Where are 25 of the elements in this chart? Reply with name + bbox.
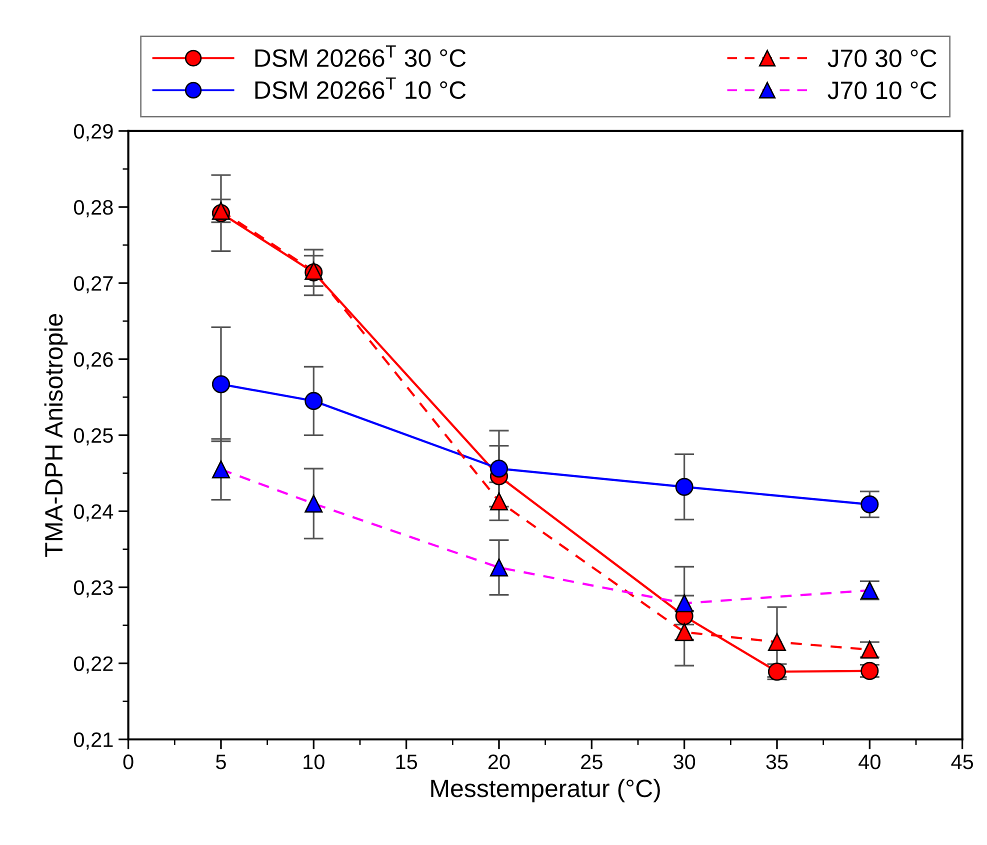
y-tick-label: 0,24: [74, 504, 114, 522]
x-tick-label: 25: [581, 754, 602, 770]
y-tick-label: 0,26: [74, 352, 113, 370]
legend-label: DSM 20266$^{T}$ 10 °C: [255, 77, 466, 99]
y-axis-title: TMA-DPH Anisotropie: [44, 314, 68, 557]
y-tick-label: 0,22: [74, 656, 113, 674]
x-tick-label: 5: [216, 754, 226, 770]
x-tick-label: 0: [123, 754, 134, 770]
y-tick-label: 0,23: [74, 580, 113, 598]
legend-label: J70 10 °C: [828, 82, 936, 100]
x-tick-label: 45: [951, 754, 974, 770]
legend-label: J70 30 °C: [828, 49, 936, 68]
x-axis-title: Messtemperatur (°C): [431, 778, 660, 802]
x-tick-label: 20: [488, 754, 510, 770]
x-tick-label: 15: [396, 754, 418, 770]
x-tick-label: 40: [858, 754, 880, 770]
y-tick-label: 0,29: [74, 124, 113, 142]
legend-label: DSM 20266$^{T}$ 30 °C: [255, 45, 466, 67]
y-tick-label: 0,25: [74, 428, 113, 446]
x-tick-label: 30: [674, 754, 696, 770]
x-tick-label: 35: [766, 754, 788, 770]
x-tick-label: 10: [304, 754, 324, 770]
y-tick-label: 0,21: [74, 732, 113, 750]
y-tick-label: 0,27: [74, 276, 113, 294]
y-tick-label: 0,28: [74, 200, 113, 218]
